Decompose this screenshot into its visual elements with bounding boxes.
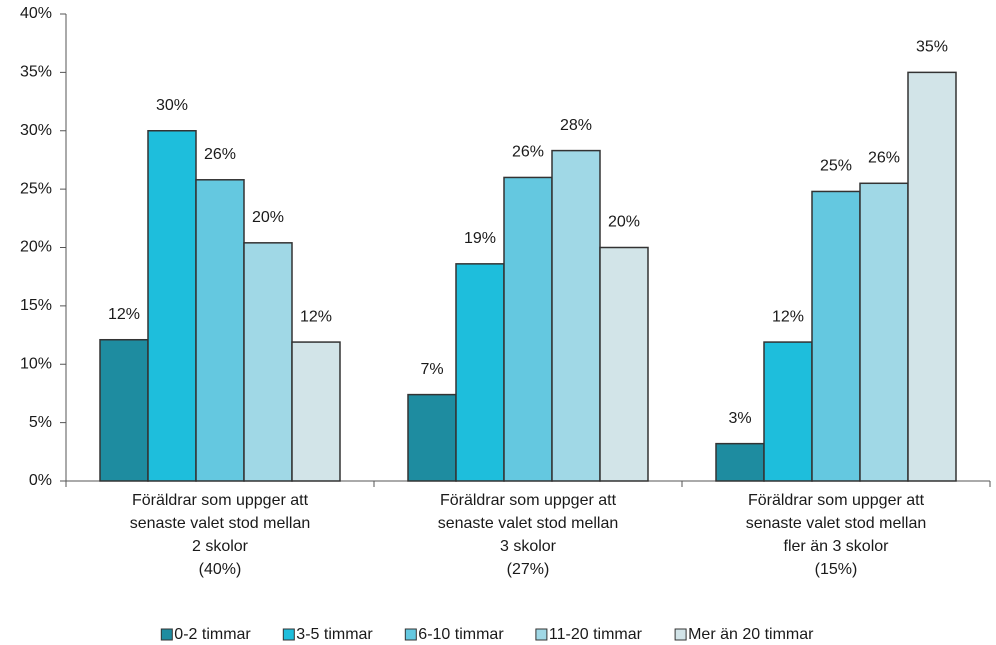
value-label: 20%	[608, 214, 640, 231]
x-tick-label: (40%)	[199, 561, 242, 578]
legend-label: 0-2 timmar	[174, 626, 251, 643]
legend-swatch	[160, 628, 173, 641]
value-label: 20%	[252, 209, 284, 226]
x-tick-label: Föräldrar som uppger att	[132, 492, 309, 509]
value-label: 7%	[420, 361, 443, 378]
value-label: 25%	[820, 158, 852, 175]
bar	[195, 179, 245, 482]
bar	[907, 71, 957, 482]
bar	[715, 442, 765, 482]
legend-swatch	[535, 628, 548, 641]
bar	[291, 341, 341, 482]
legend-label: 3-5 timmar	[296, 626, 373, 643]
x-tick-label: 3 skolor	[500, 538, 557, 555]
x-tick-label: fler än 3 skolor	[784, 538, 890, 555]
value-label: 12%	[300, 308, 332, 325]
value-label: 12%	[772, 308, 804, 325]
value-label: 28%	[560, 117, 592, 134]
value-label: 30%	[156, 97, 188, 114]
bar	[99, 338, 149, 482]
bar	[859, 182, 909, 482]
x-tick-label: senaste valet stod mellan	[746, 515, 927, 532]
x-tick-label: (15%)	[815, 561, 858, 578]
x-tick-label: Föräldrar som uppger att	[440, 492, 617, 509]
legend-swatch	[282, 628, 295, 641]
value-label: 12%	[108, 306, 140, 323]
bar	[763, 341, 813, 482]
x-tick-label: senaste valet stod mellan	[438, 515, 619, 532]
legend-swatch	[404, 628, 417, 641]
legend-label: Mer än 20 timmar	[688, 626, 814, 643]
value-label: 3%	[728, 410, 751, 427]
y-tick-label: 0%	[29, 472, 52, 489]
value-label: 26%	[204, 146, 236, 163]
y-tick-label: 40%	[20, 5, 52, 22]
y-tick-label: 10%	[20, 355, 52, 372]
bar	[811, 190, 861, 482]
bar	[551, 149, 601, 482]
bar	[243, 242, 293, 482]
value-label: 19%	[464, 230, 496, 247]
bar	[503, 176, 553, 482]
value-label: 26%	[512, 144, 544, 161]
x-tick-label: Föräldrar som uppger att	[748, 492, 925, 509]
x-tick-label: senaste valet stod mellan	[130, 515, 311, 532]
bar	[455, 263, 505, 482]
y-tick-label: 35%	[20, 64, 52, 81]
bar	[147, 130, 197, 482]
y-tick-label: 30%	[20, 122, 52, 139]
legend-label: 11-20 timmar	[549, 626, 643, 643]
y-tick-label: 15%	[20, 297, 52, 314]
bar	[407, 393, 457, 482]
y-tick-label: 5%	[29, 414, 52, 431]
x-tick-label: (27%)	[507, 561, 550, 578]
x-tick-label: 2 skolor	[192, 538, 249, 555]
y-tick-label: 25%	[20, 180, 52, 197]
value-label: 35%	[916, 39, 948, 56]
legend-label: 6-10 timmar	[418, 626, 504, 643]
value-label: 26%	[868, 150, 900, 167]
bar	[599, 246, 649, 482]
legend-swatch	[674, 628, 687, 641]
y-tick-label: 20%	[20, 239, 52, 256]
